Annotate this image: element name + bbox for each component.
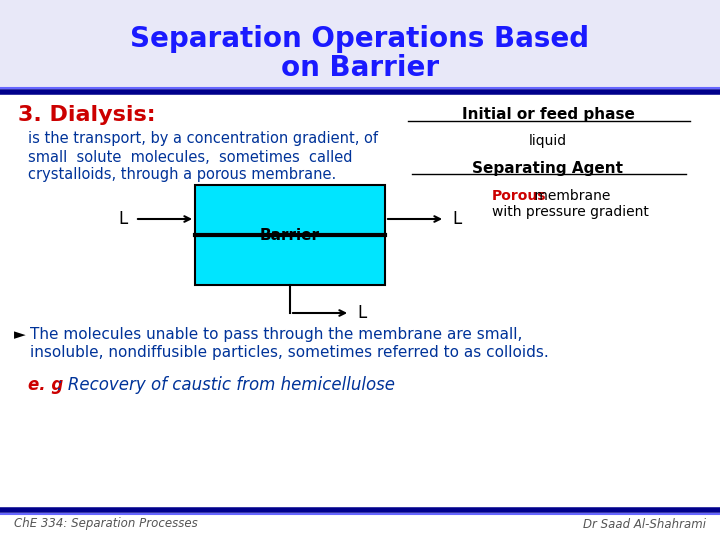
Text: L: L [357, 304, 366, 322]
Text: with pressure gradient: with pressure gradient [492, 205, 649, 219]
Text: Barrier: Barrier [260, 227, 320, 242]
Text: membrane: membrane [530, 189, 611, 203]
Text: liquid: liquid [529, 134, 567, 148]
Text: Separation Operations Based: Separation Operations Based [130, 25, 590, 53]
Text: ChE 334: Separation Processes: ChE 334: Separation Processes [14, 517, 198, 530]
Text: ►: ► [14, 327, 26, 342]
Text: Porous: Porous [492, 189, 546, 203]
Text: Initial or feed phase: Initial or feed phase [462, 107, 634, 123]
Bar [0, 0, 720, 90]
Text: Separating Agent: Separating Agent [472, 160, 624, 176]
Text: : Recovery of caustic from hemicellulose: : Recovery of caustic from hemicellulose [57, 376, 395, 394]
Text: is the transport, by a concentration gradient, of: is the transport, by a concentration gra… [28, 132, 378, 146]
Text: L: L [452, 210, 462, 228]
Text: 3. Dialysis:: 3. Dialysis: [18, 105, 156, 125]
Text: small  solute  molecules,  sometimes  called: small solute molecules, sometimes called [28, 150, 353, 165]
Text: Dr Saad Al-Shahrami: Dr Saad Al-Shahrami [583, 517, 706, 530]
Text: insoluble, nondiffusible particles, sometimes referred to as colloids.: insoluble, nondiffusible particles, some… [30, 345, 549, 360]
Text: crystalloids, through a porous membrane.: crystalloids, through a porous membrane. [28, 167, 336, 183]
Text: on Barrier: on Barrier [281, 54, 439, 82]
Bar [195, 185, 385, 285]
Text: The molecules unable to pass through the membrane are small,: The molecules unable to pass through the… [30, 327, 523, 342]
Text: e. g: e. g [28, 376, 63, 394]
Text: L: L [118, 210, 127, 228]
